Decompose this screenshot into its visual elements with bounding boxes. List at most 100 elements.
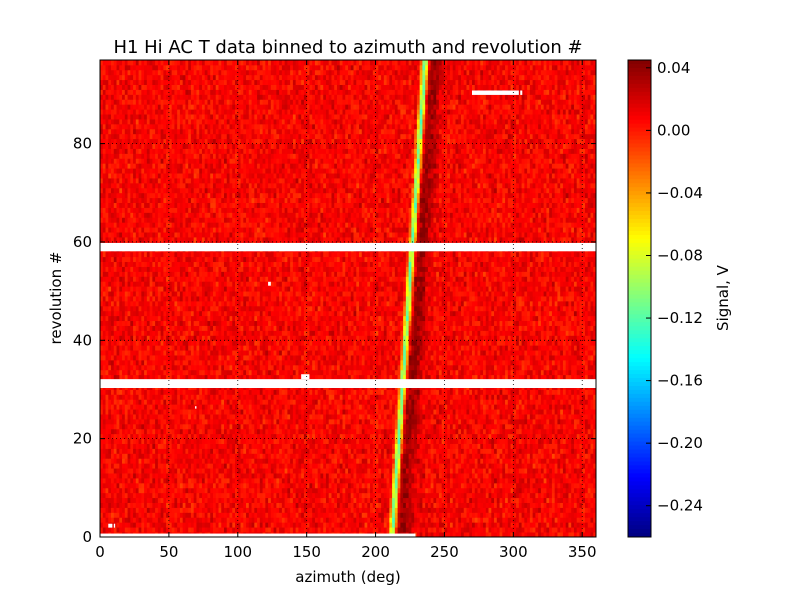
heatmap-cell — [320, 497, 324, 503]
heatmap-cell — [466, 482, 470, 489]
heatmap-cell — [383, 473, 387, 479]
heatmap-cell — [582, 414, 586, 420]
heatmap-cell — [325, 404, 330, 410]
heatmap-cell — [502, 453, 506, 459]
heatmap-cell — [185, 522, 189, 528]
heatmap-cell — [568, 409, 572, 415]
heatmap-cell — [447, 468, 451, 474]
heatmap-cell — [549, 438, 553, 444]
heatmap-cell — [133, 492, 137, 499]
heatmap-cell — [348, 428, 352, 435]
heatmap-cell — [400, 477, 404, 484]
heatmap-cell — [182, 458, 186, 464]
heatmap-cell — [152, 477, 156, 484]
heatmap-cell — [199, 458, 203, 464]
heatmap-cell — [488, 443, 492, 449]
heatmap-cell — [174, 453, 178, 459]
heatmap-cell — [359, 522, 363, 528]
heatmap-cell — [130, 428, 134, 435]
heatmap-cell — [177, 512, 181, 518]
heatmap-cell — [538, 438, 542, 444]
heatmap-cell — [149, 409, 153, 415]
heatmap-cell — [386, 468, 390, 474]
heatmap-cell — [295, 418, 299, 425]
heatmap-cell — [383, 507, 387, 513]
heatmap-cell — [144, 409, 148, 415]
heatmap-cell — [273, 418, 277, 425]
heatmap-cell — [438, 487, 443, 494]
heatmap-cell — [403, 517, 407, 523]
heatmap-cell — [394, 414, 398, 420]
heatmap-cell — [116, 502, 120, 508]
heatmap-cell — [485, 463, 489, 469]
heatmap-cell — [510, 448, 514, 454]
heatmap-cell — [306, 414, 310, 420]
heatmap-cell — [320, 399, 324, 405]
heatmap-cell — [317, 453, 321, 459]
heatmap-cell — [273, 453, 277, 459]
heatmap-cell — [323, 487, 327, 494]
heatmap-cell — [336, 487, 341, 494]
heatmap-cell — [204, 458, 208, 464]
heatmap-cell — [560, 512, 564, 518]
heatmap-cell — [237, 399, 241, 405]
heatmap-cell — [554, 448, 558, 454]
heatmap-cell — [485, 423, 489, 430]
heatmap-cell — [185, 399, 189, 405]
heatmap-cell — [433, 468, 437, 474]
heatmap-cell — [287, 468, 291, 474]
heatmap-cell — [582, 404, 586, 410]
heatmap-cell — [510, 517, 514, 523]
heatmap-cell — [546, 463, 550, 469]
heatmap-cell — [171, 409, 175, 415]
heatmap-cell — [538, 428, 542, 435]
heatmap-cell — [323, 497, 327, 503]
heatmap-cell — [386, 477, 390, 484]
heatmap-cell — [113, 414, 117, 420]
heatmap-cell — [516, 409, 520, 415]
heatmap-cell — [394, 507, 398, 513]
heatmap-cell — [179, 409, 184, 415]
heatmap-cell — [408, 423, 412, 430]
heatmap-cell — [163, 512, 167, 518]
heatmap-cell — [518, 492, 522, 499]
heatmap-cell — [411, 448, 415, 454]
heatmap-cell — [259, 399, 263, 405]
heatmap-cell — [174, 522, 178, 528]
heatmap-cell — [290, 492, 294, 499]
heatmap-cell — [295, 487, 299, 494]
heatmap-cell — [350, 443, 354, 449]
heatmap-cell — [427, 418, 432, 425]
heatmap-cell — [276, 404, 280, 410]
heatmap-cell — [518, 502, 522, 508]
heatmap-cell — [527, 532, 531, 538]
heatmap-cell — [141, 522, 145, 528]
heatmap-cell — [480, 477, 484, 484]
heatmap-cell — [375, 507, 379, 513]
heatmap-cell — [560, 482, 564, 489]
heatmap-cell — [350, 497, 354, 503]
heatmap-cell — [276, 527, 280, 533]
heatmap-cell — [320, 404, 324, 410]
heatmap-cell — [185, 492, 189, 499]
heatmap-cell — [419, 414, 423, 420]
heatmap-cell — [251, 473, 255, 479]
heatmap-cell — [538, 492, 542, 499]
heatmap-cell — [587, 468, 591, 474]
heatmap-cell — [182, 473, 186, 479]
heatmap-cell — [309, 512, 313, 518]
heatmap-cell — [565, 463, 569, 469]
heatmap-cell — [551, 473, 556, 479]
heatmap-cell — [248, 458, 252, 464]
heatmap-cell — [190, 423, 195, 430]
heatmap-cell — [163, 507, 167, 513]
heatmap-cell — [427, 512, 432, 518]
heatmap-cell — [262, 482, 266, 489]
heatmap-cell — [554, 443, 558, 449]
heatmap-cell — [116, 512, 120, 518]
heatmap-cell — [568, 423, 572, 430]
heatmap-cell — [458, 468, 462, 474]
heatmap-cell — [568, 428, 572, 435]
heatmap-cell — [436, 502, 440, 508]
heatmap-cell — [257, 507, 261, 513]
